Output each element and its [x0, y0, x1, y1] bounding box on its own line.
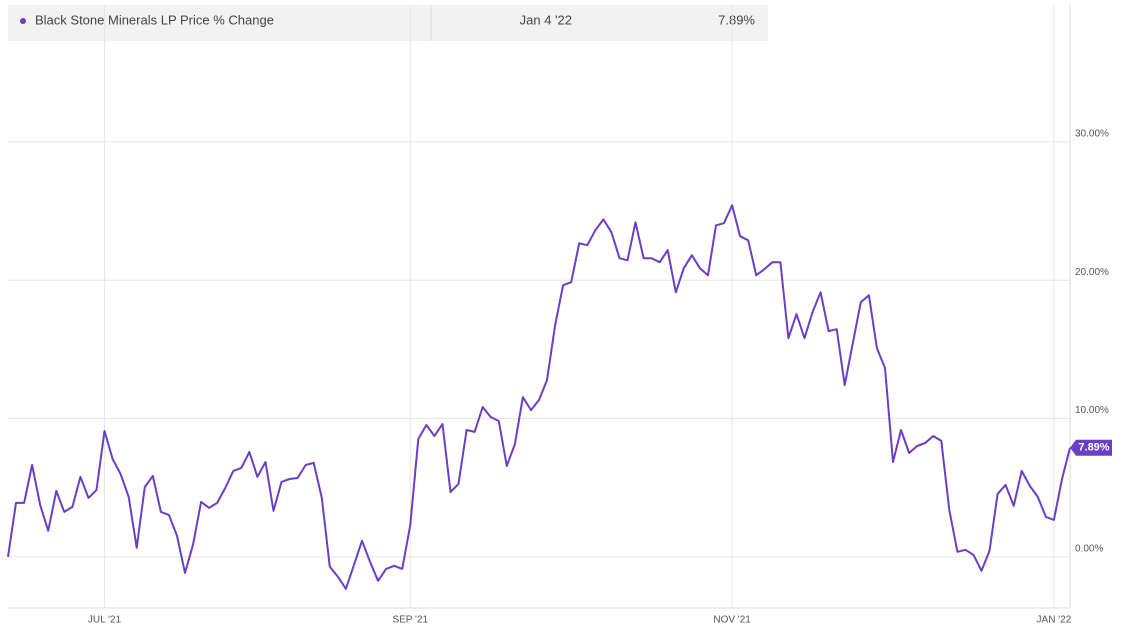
x-tick-label: SEP '21	[392, 615, 428, 626]
header-value: 7.89%	[718, 12, 755, 27]
y-tick-label: 20.00%	[1075, 267, 1109, 278]
x-tick-label: NOV '21	[713, 615, 751, 626]
legend-header	[8, 5, 768, 41]
price-line	[7, 204, 1071, 590]
legend-marker	[20, 18, 26, 24]
x-tick-label: JUL '21	[88, 615, 122, 626]
last-value-badge	[1070, 439, 1112, 456]
header-date: Jan 4 '22	[520, 12, 572, 27]
y-tick-label: 10.00%	[1075, 405, 1109, 416]
legend-label: Black Stone Minerals LP Price % Change	[35, 12, 274, 27]
x-tick-label: JAN '22	[1037, 615, 1072, 626]
last-value-label: 7.89%	[1078, 442, 1109, 454]
y-tick-label: 0.00%	[1075, 543, 1103, 554]
y-tick-label: 30.00%	[1075, 129, 1109, 140]
